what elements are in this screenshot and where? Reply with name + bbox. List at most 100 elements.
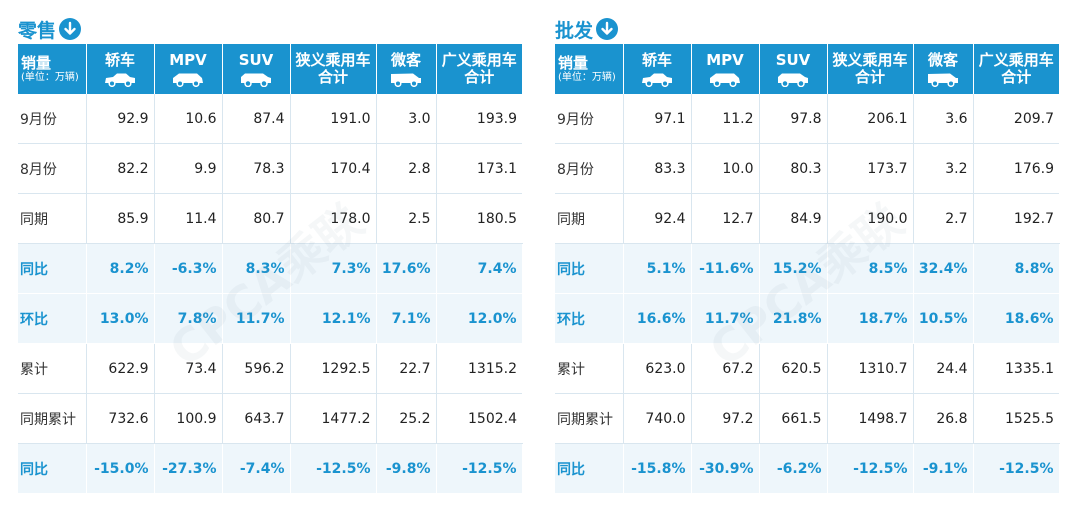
header-cell-broad-total: 广义乘用车 合计 (436, 44, 522, 94)
table-cell: 1292.5 (290, 343, 377, 394)
panel-title: 零售 (18, 14, 522, 44)
down-arrow-circle-icon (59, 18, 82, 40)
table-row: 9月份 92.9 10.6 87.4 191.0 3.0 193.9 (18, 94, 522, 144)
down-arrow-circle-icon (596, 18, 619, 40)
table-cell: 1477.2 (290, 393, 377, 444)
retail-table-body: 9月份 92.9 10.6 87.4 191.0 3.0 193.9 8月份 82.2 9.9 78… (18, 94, 523, 494)
retail-table: 销量 (单位：万辆) 轿车 MPV SUV 狭义乘用车 合计 (18, 44, 523, 494)
sedan-icon (642, 73, 672, 87)
header-cell-narrow-total: 狭义乘用车 合计 (827, 44, 914, 94)
table-cell: 8.8% (973, 243, 1060, 294)
panel-title: 批发 (555, 14, 1059, 44)
table-cell: 180.5 (436, 193, 522, 244)
table-cell: 10.5% (913, 293, 974, 344)
row-label: 同比 (555, 243, 624, 294)
table-row: 同比 5.1% -11.6% 15.2% 8.5% 32.4% 8.8% (555, 243, 1060, 294)
table-cell: 67.2 (691, 343, 760, 394)
wholesale-panel: 批发 销量 (单位：万辆) 轿车 MPV SUV (555, 14, 1060, 494)
table-row: 同比 8.2% -6.3% 8.3% 7.3% 17.6% 7.4% (18, 243, 523, 294)
table-cell: 97.2 (691, 393, 760, 444)
table-row: 同期 92.4 12.7 84.9 190.0 2.7 192.7 (555, 193, 1059, 244)
table-cell: -12.5% (290, 443, 377, 494)
table-cell: -11.6% (691, 243, 760, 294)
table-cell: 18.7% (827, 293, 914, 344)
table-cell: 85.9 (86, 193, 155, 244)
header-cell-volume: 销量 (单位：万辆) (18, 44, 87, 94)
table-cell: 620.5 (759, 343, 828, 394)
table-cell: 732.6 (86, 393, 155, 444)
table-cell: 623.0 (623, 343, 692, 394)
table-cell: 643.7 (222, 393, 291, 444)
row-label: 8月份 (555, 143, 624, 194)
header-cell-volume: 销量 (单位：万辆) (555, 44, 624, 94)
table-cell: 3.2 (913, 143, 974, 194)
table-row: 同比 -15.0% -27.3% -7.4% -12.5% -9.8% -12.5% (18, 443, 523, 494)
row-label: 环比 (18, 293, 87, 344)
table-cell: 13.0% (86, 293, 155, 344)
table-cell: 26.8 (913, 393, 974, 444)
table-cell: 92.9 (86, 94, 155, 144)
table-header-row: 销量 (单位：万辆) 轿车 MPV SUV 狭义乘用车 合计 (18, 44, 522, 94)
table-cell: 178.0 (290, 193, 377, 244)
row-label: 同期累计 (555, 393, 624, 444)
table-cell: 1310.7 (827, 343, 914, 394)
table-cell: 12.1% (290, 293, 377, 344)
table-row: 8月份 83.3 10.0 80.3 173.7 3.2 176.9 (555, 143, 1059, 194)
table-cell: -12.5% (973, 443, 1060, 494)
table-cell: 7.8% (154, 293, 223, 344)
row-label: 同期 (18, 193, 87, 244)
table-cell: 12.7 (691, 193, 760, 244)
table-cell: 32.4% (913, 243, 974, 294)
table-cell: 596.2 (222, 343, 291, 394)
table-cell: 1335.1 (973, 343, 1059, 394)
table-cell: 622.9 (86, 343, 155, 394)
row-label: 9月份 (18, 94, 87, 144)
van-icon (928, 73, 958, 87)
header-cell-microvan: 微客 (376, 44, 437, 94)
table-cell: 78.3 (222, 143, 291, 194)
header-cell-microvan: 微客 (913, 44, 974, 94)
table-cell: 192.7 (973, 193, 1059, 244)
table-cell: 97.1 (623, 94, 692, 144)
table-cell: 25.2 (376, 393, 437, 444)
table-cell: -9.1% (913, 443, 974, 494)
table-cell: 16.6% (623, 293, 692, 344)
table-cell: 9.9 (154, 143, 223, 194)
table-cell: 190.0 (827, 193, 914, 244)
table-cell: 24.4 (913, 343, 974, 394)
table-cell: -6.3% (154, 243, 223, 294)
table-cell: 5.1% (623, 243, 692, 294)
header-cell-suv: SUV (759, 44, 828, 94)
table-row: 环比 13.0% 7.8% 11.7% 12.1% 7.1% 12.0% (18, 293, 523, 344)
suv-icon (778, 73, 808, 87)
table-cell: 193.9 (436, 94, 522, 144)
header-cell-narrow-total: 狭义乘用车 合计 (290, 44, 377, 94)
suv-icon (241, 73, 271, 87)
table-cell: 2.5 (376, 193, 437, 244)
table-cell: 11.4 (154, 193, 223, 244)
table-cell: 8.5% (827, 243, 914, 294)
table-cell: 3.6 (913, 94, 974, 144)
table-cell: 18.6% (973, 293, 1060, 344)
table-cell: 82.2 (86, 143, 155, 194)
table-cell: -15.8% (623, 443, 692, 494)
table-cell: 7.3% (290, 243, 377, 294)
table-row: 同期累计 732.6 100.9 643.7 1477.2 25.2 1502.4 (18, 393, 522, 444)
header-cell-sedan: 轿车 (86, 44, 155, 94)
table-cell: -15.0% (86, 443, 155, 494)
table-cell: 661.5 (759, 393, 828, 444)
table-cell: 11.7% (691, 293, 760, 344)
table-cell: 2.7 (913, 193, 974, 244)
table-cell: 12.0% (436, 293, 523, 344)
header-cell-mpv: MPV (154, 44, 223, 94)
table-cell: 206.1 (827, 94, 914, 144)
table-cell: -9.8% (376, 443, 437, 494)
table-cell: 1315.2 (436, 343, 522, 394)
table-cell: 8.3% (222, 243, 291, 294)
table-cell: 10.6 (154, 94, 223, 144)
table-row: 环比 16.6% 11.7% 21.8% 18.7% 10.5% 18.6% (555, 293, 1060, 344)
row-label: 同比 (18, 443, 87, 494)
table-cell: 209.7 (973, 94, 1059, 144)
table-cell: 170.4 (290, 143, 377, 194)
row-label: 同期累计 (18, 393, 87, 444)
